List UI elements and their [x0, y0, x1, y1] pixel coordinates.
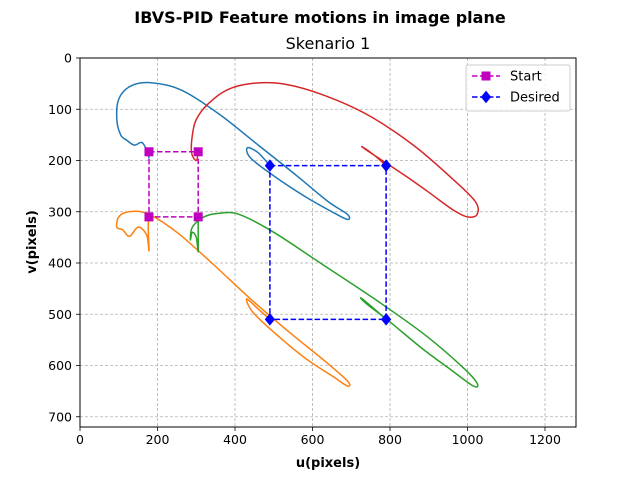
x-tick-label: 200 — [146, 432, 170, 447]
desired-marker — [380, 313, 392, 326]
y-axis-label: v(pixels) — [25, 210, 40, 274]
y-tick-label: 600 — [48, 358, 72, 373]
desired-marker — [264, 313, 276, 326]
start-line — [148, 151, 199, 218]
trajectory-line-4 — [189, 211, 479, 388]
start-marker — [193, 147, 203, 157]
start-series — [144, 147, 203, 222]
chart-suptitle: IBVS-PID Feature motions in image plane — [134, 8, 506, 27]
x-tick-label: 600 — [301, 432, 325, 447]
y-tick-label: 700 — [48, 409, 72, 424]
desired-series — [264, 159, 392, 326]
x-axis-label: u(pixels) — [296, 456, 360, 471]
grid — [79, 57, 576, 427]
legend-start-label: Start — [510, 70, 542, 85]
desired-line — [269, 164, 387, 321]
trajectory-line-2 — [190, 81, 480, 218]
chart-title: Skenario 1 — [286, 34, 371, 53]
axes-frame — [79, 57, 577, 428]
y-tick-label: 400 — [48, 256, 72, 271]
x-tick-label: 1200 — [529, 432, 561, 447]
y-tick-label: 300 — [48, 204, 72, 219]
start-marker — [193, 212, 203, 222]
legend: Start Desired — [465, 64, 571, 112]
plot-area — [115, 81, 480, 388]
start-marker — [144, 212, 154, 222]
legend-desired-label: Desired — [510, 91, 560, 106]
axis-ticks: 0 200 400 600 800 1000 1200 0 100 200 300 400 500 600… — [48, 51, 561, 448]
x-tick-label: 0 — [76, 432, 84, 447]
legend-start-marker — [481, 71, 491, 81]
y-tick-label: 0 — [64, 51, 72, 66]
y-tick-label: 200 — [48, 153, 72, 168]
start-marker — [144, 147, 154, 157]
x-tick-label: 400 — [223, 432, 247, 447]
trajectory-line-1 — [115, 81, 351, 221]
desired-marker — [380, 159, 392, 172]
x-tick-label: 1000 — [452, 432, 484, 447]
desired-marker — [264, 159, 276, 172]
legend-desired-marker — [480, 90, 492, 104]
trajectory-line-3 — [115, 210, 351, 387]
x-tick-label: 800 — [378, 432, 402, 447]
y-tick-label: 100 — [48, 102, 72, 117]
y-tick-label: 500 — [48, 307, 72, 322]
